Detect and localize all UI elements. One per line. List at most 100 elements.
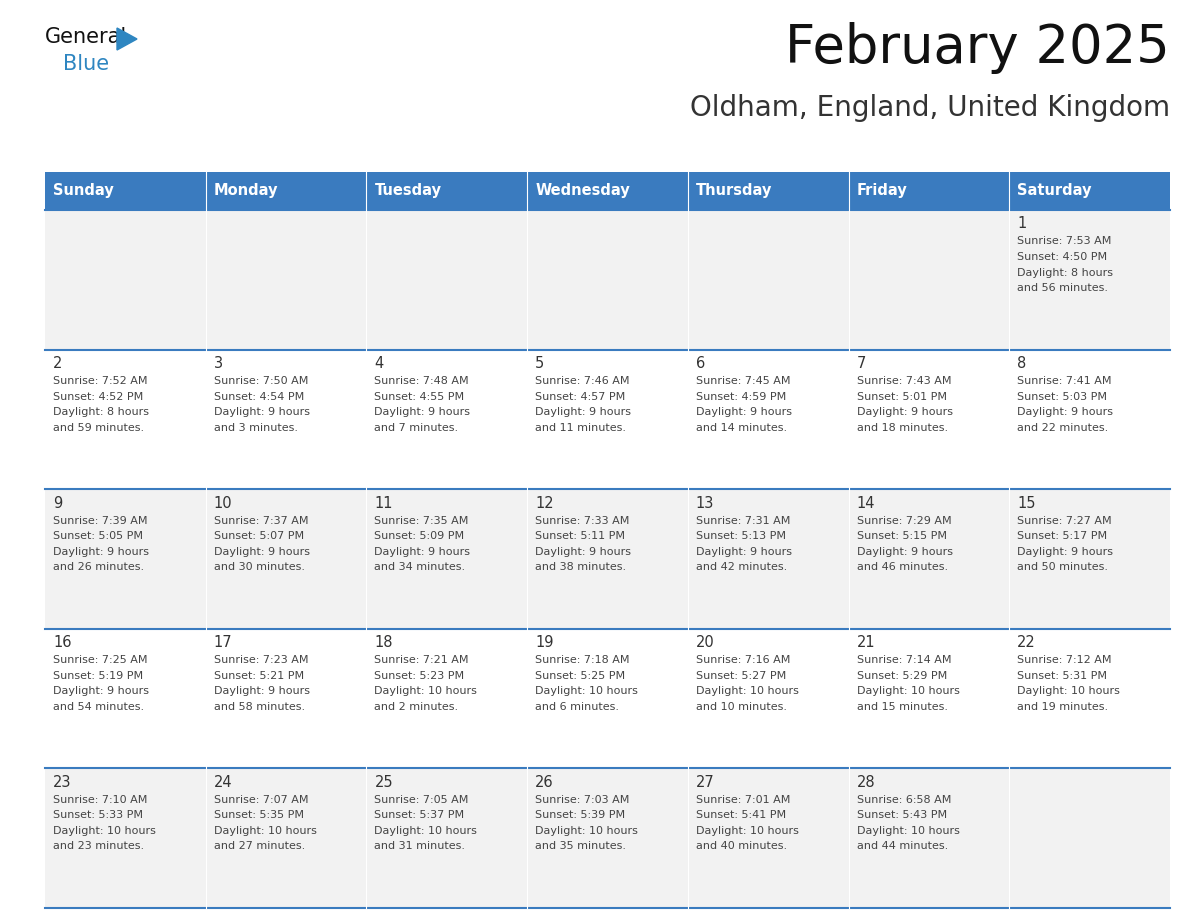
Text: Sunset: 5:01 PM: Sunset: 5:01 PM [857, 392, 947, 401]
Text: Sunrise: 7:21 AM: Sunrise: 7:21 AM [374, 655, 469, 666]
Text: Sunday: Sunday [53, 184, 114, 198]
Text: Sunset: 5:35 PM: Sunset: 5:35 PM [214, 811, 304, 821]
Text: Friday: Friday [857, 184, 908, 198]
Polygon shape [116, 28, 137, 50]
Text: Daylight: 9 hours: Daylight: 9 hours [696, 547, 792, 556]
Text: 18: 18 [374, 635, 393, 650]
Text: Sunset: 5:17 PM: Sunset: 5:17 PM [1017, 532, 1107, 542]
Text: Sunset: 5:41 PM: Sunset: 5:41 PM [696, 811, 786, 821]
Text: Daylight: 10 hours: Daylight: 10 hours [535, 826, 638, 836]
Text: Daylight: 9 hours: Daylight: 9 hours [374, 407, 470, 417]
Bar [206, 210, 366, 350]
Text: 13: 13 [696, 496, 714, 510]
Text: and 2 minutes.: and 2 minutes. [374, 701, 459, 711]
Text: and 31 minutes.: and 31 minutes. [374, 842, 466, 851]
Text: and 18 minutes.: and 18 minutes. [857, 422, 948, 432]
Text: 28: 28 [857, 775, 876, 789]
Text: 15: 15 [1017, 496, 1036, 510]
Text: Daylight: 10 hours: Daylight: 10 hours [1017, 687, 1120, 696]
Bar [45, 629, 206, 768]
Text: Sunset: 5:19 PM: Sunset: 5:19 PM [53, 671, 144, 681]
Text: Sunset: 5:25 PM: Sunset: 5:25 PM [535, 671, 625, 681]
Text: 8: 8 [1017, 356, 1026, 371]
Text: and 42 minutes.: and 42 minutes. [696, 562, 788, 572]
Text: Sunrise: 7:07 AM: Sunrise: 7:07 AM [214, 795, 308, 805]
Text: and 27 minutes.: and 27 minutes. [214, 842, 305, 851]
Bar [688, 768, 848, 908]
Text: 17: 17 [214, 635, 233, 650]
Text: 20: 20 [696, 635, 715, 650]
Bar [527, 350, 688, 489]
Text: Sunrise: 7:48 AM: Sunrise: 7:48 AM [374, 376, 469, 386]
Text: Daylight: 10 hours: Daylight: 10 hours [696, 826, 798, 836]
Text: Sunset: 5:33 PM: Sunset: 5:33 PM [53, 811, 143, 821]
Text: Monday: Monday [214, 184, 278, 198]
Text: and 23 minutes.: and 23 minutes. [53, 842, 144, 851]
Text: Sunset: 4:59 PM: Sunset: 4:59 PM [696, 392, 786, 401]
Text: and 54 minutes.: and 54 minutes. [53, 701, 144, 711]
Text: Sunrise: 7:01 AM: Sunrise: 7:01 AM [696, 795, 790, 805]
Bar [527, 629, 688, 768]
Text: and 30 minutes.: and 30 minutes. [214, 562, 305, 572]
Bar [45, 768, 206, 908]
Text: and 14 minutes.: and 14 minutes. [696, 422, 786, 432]
Text: Daylight: 8 hours: Daylight: 8 hours [53, 407, 148, 417]
Text: Saturday: Saturday [1017, 184, 1092, 198]
Text: Sunset: 5:27 PM: Sunset: 5:27 PM [696, 671, 786, 681]
Text: and 6 minutes.: and 6 minutes. [535, 701, 619, 711]
Text: Daylight: 10 hours: Daylight: 10 hours [374, 826, 478, 836]
Text: February 2025: February 2025 [785, 22, 1170, 74]
Text: Oldham, England, United Kingdom: Oldham, England, United Kingdom [690, 94, 1170, 122]
Text: and 15 minutes.: and 15 minutes. [857, 701, 948, 711]
Bar [206, 629, 366, 768]
Text: and 3 minutes.: and 3 minutes. [214, 422, 298, 432]
Text: Sunset: 5:39 PM: Sunset: 5:39 PM [535, 811, 625, 821]
Bar [366, 489, 527, 629]
Text: and 58 minutes.: and 58 minutes. [214, 701, 305, 711]
Text: and 19 minutes.: and 19 minutes. [1017, 701, 1108, 711]
Bar [1010, 768, 1170, 908]
Text: Tuesday: Tuesday [374, 184, 442, 198]
Text: Sunset: 5:05 PM: Sunset: 5:05 PM [53, 532, 143, 542]
Text: Daylight: 10 hours: Daylight: 10 hours [374, 687, 478, 696]
Text: 2: 2 [53, 356, 63, 371]
Text: Daylight: 9 hours: Daylight: 9 hours [53, 687, 148, 696]
Bar [1010, 489, 1170, 629]
Text: Sunrise: 7:16 AM: Sunrise: 7:16 AM [696, 655, 790, 666]
Text: Daylight: 8 hours: Daylight: 8 hours [1017, 267, 1113, 277]
Text: Daylight: 9 hours: Daylight: 9 hours [696, 407, 792, 417]
Bar [848, 210, 1010, 350]
Text: 21: 21 [857, 635, 876, 650]
Text: Daylight: 10 hours: Daylight: 10 hours [696, 687, 798, 696]
Text: Sunrise: 7:27 AM: Sunrise: 7:27 AM [1017, 516, 1112, 526]
Text: 4: 4 [374, 356, 384, 371]
Text: Sunrise: 7:50 AM: Sunrise: 7:50 AM [214, 376, 308, 386]
Text: Sunrise: 7:31 AM: Sunrise: 7:31 AM [696, 516, 790, 526]
Text: Daylight: 9 hours: Daylight: 9 hours [53, 547, 148, 556]
Text: 25: 25 [374, 775, 393, 789]
Text: Sunrise: 7:12 AM: Sunrise: 7:12 AM [1017, 655, 1112, 666]
Text: and 35 minutes.: and 35 minutes. [535, 842, 626, 851]
Bar [848, 489, 1010, 629]
Bar [366, 350, 527, 489]
Text: 6: 6 [696, 356, 706, 371]
Text: Daylight: 10 hours: Daylight: 10 hours [53, 826, 156, 836]
Bar [688, 210, 848, 350]
Text: Thursday: Thursday [696, 184, 772, 198]
Bar [366, 629, 527, 768]
Text: Daylight: 9 hours: Daylight: 9 hours [1017, 407, 1113, 417]
Text: Sunset: 5:43 PM: Sunset: 5:43 PM [857, 811, 947, 821]
Bar [527, 489, 688, 629]
Text: Daylight: 9 hours: Daylight: 9 hours [214, 687, 310, 696]
Text: Sunrise: 7:23 AM: Sunrise: 7:23 AM [214, 655, 308, 666]
Text: and 46 minutes.: and 46 minutes. [857, 562, 948, 572]
Bar [848, 629, 1010, 768]
Text: Sunrise: 7:10 AM: Sunrise: 7:10 AM [53, 795, 147, 805]
Bar [527, 172, 688, 210]
Bar [206, 350, 366, 489]
Text: Sunset: 5:09 PM: Sunset: 5:09 PM [374, 532, 465, 542]
Text: 24: 24 [214, 775, 233, 789]
Text: Sunset: 5:13 PM: Sunset: 5:13 PM [696, 532, 786, 542]
Text: Sunset: 5:37 PM: Sunset: 5:37 PM [374, 811, 465, 821]
Text: Sunrise: 7:35 AM: Sunrise: 7:35 AM [374, 516, 469, 526]
